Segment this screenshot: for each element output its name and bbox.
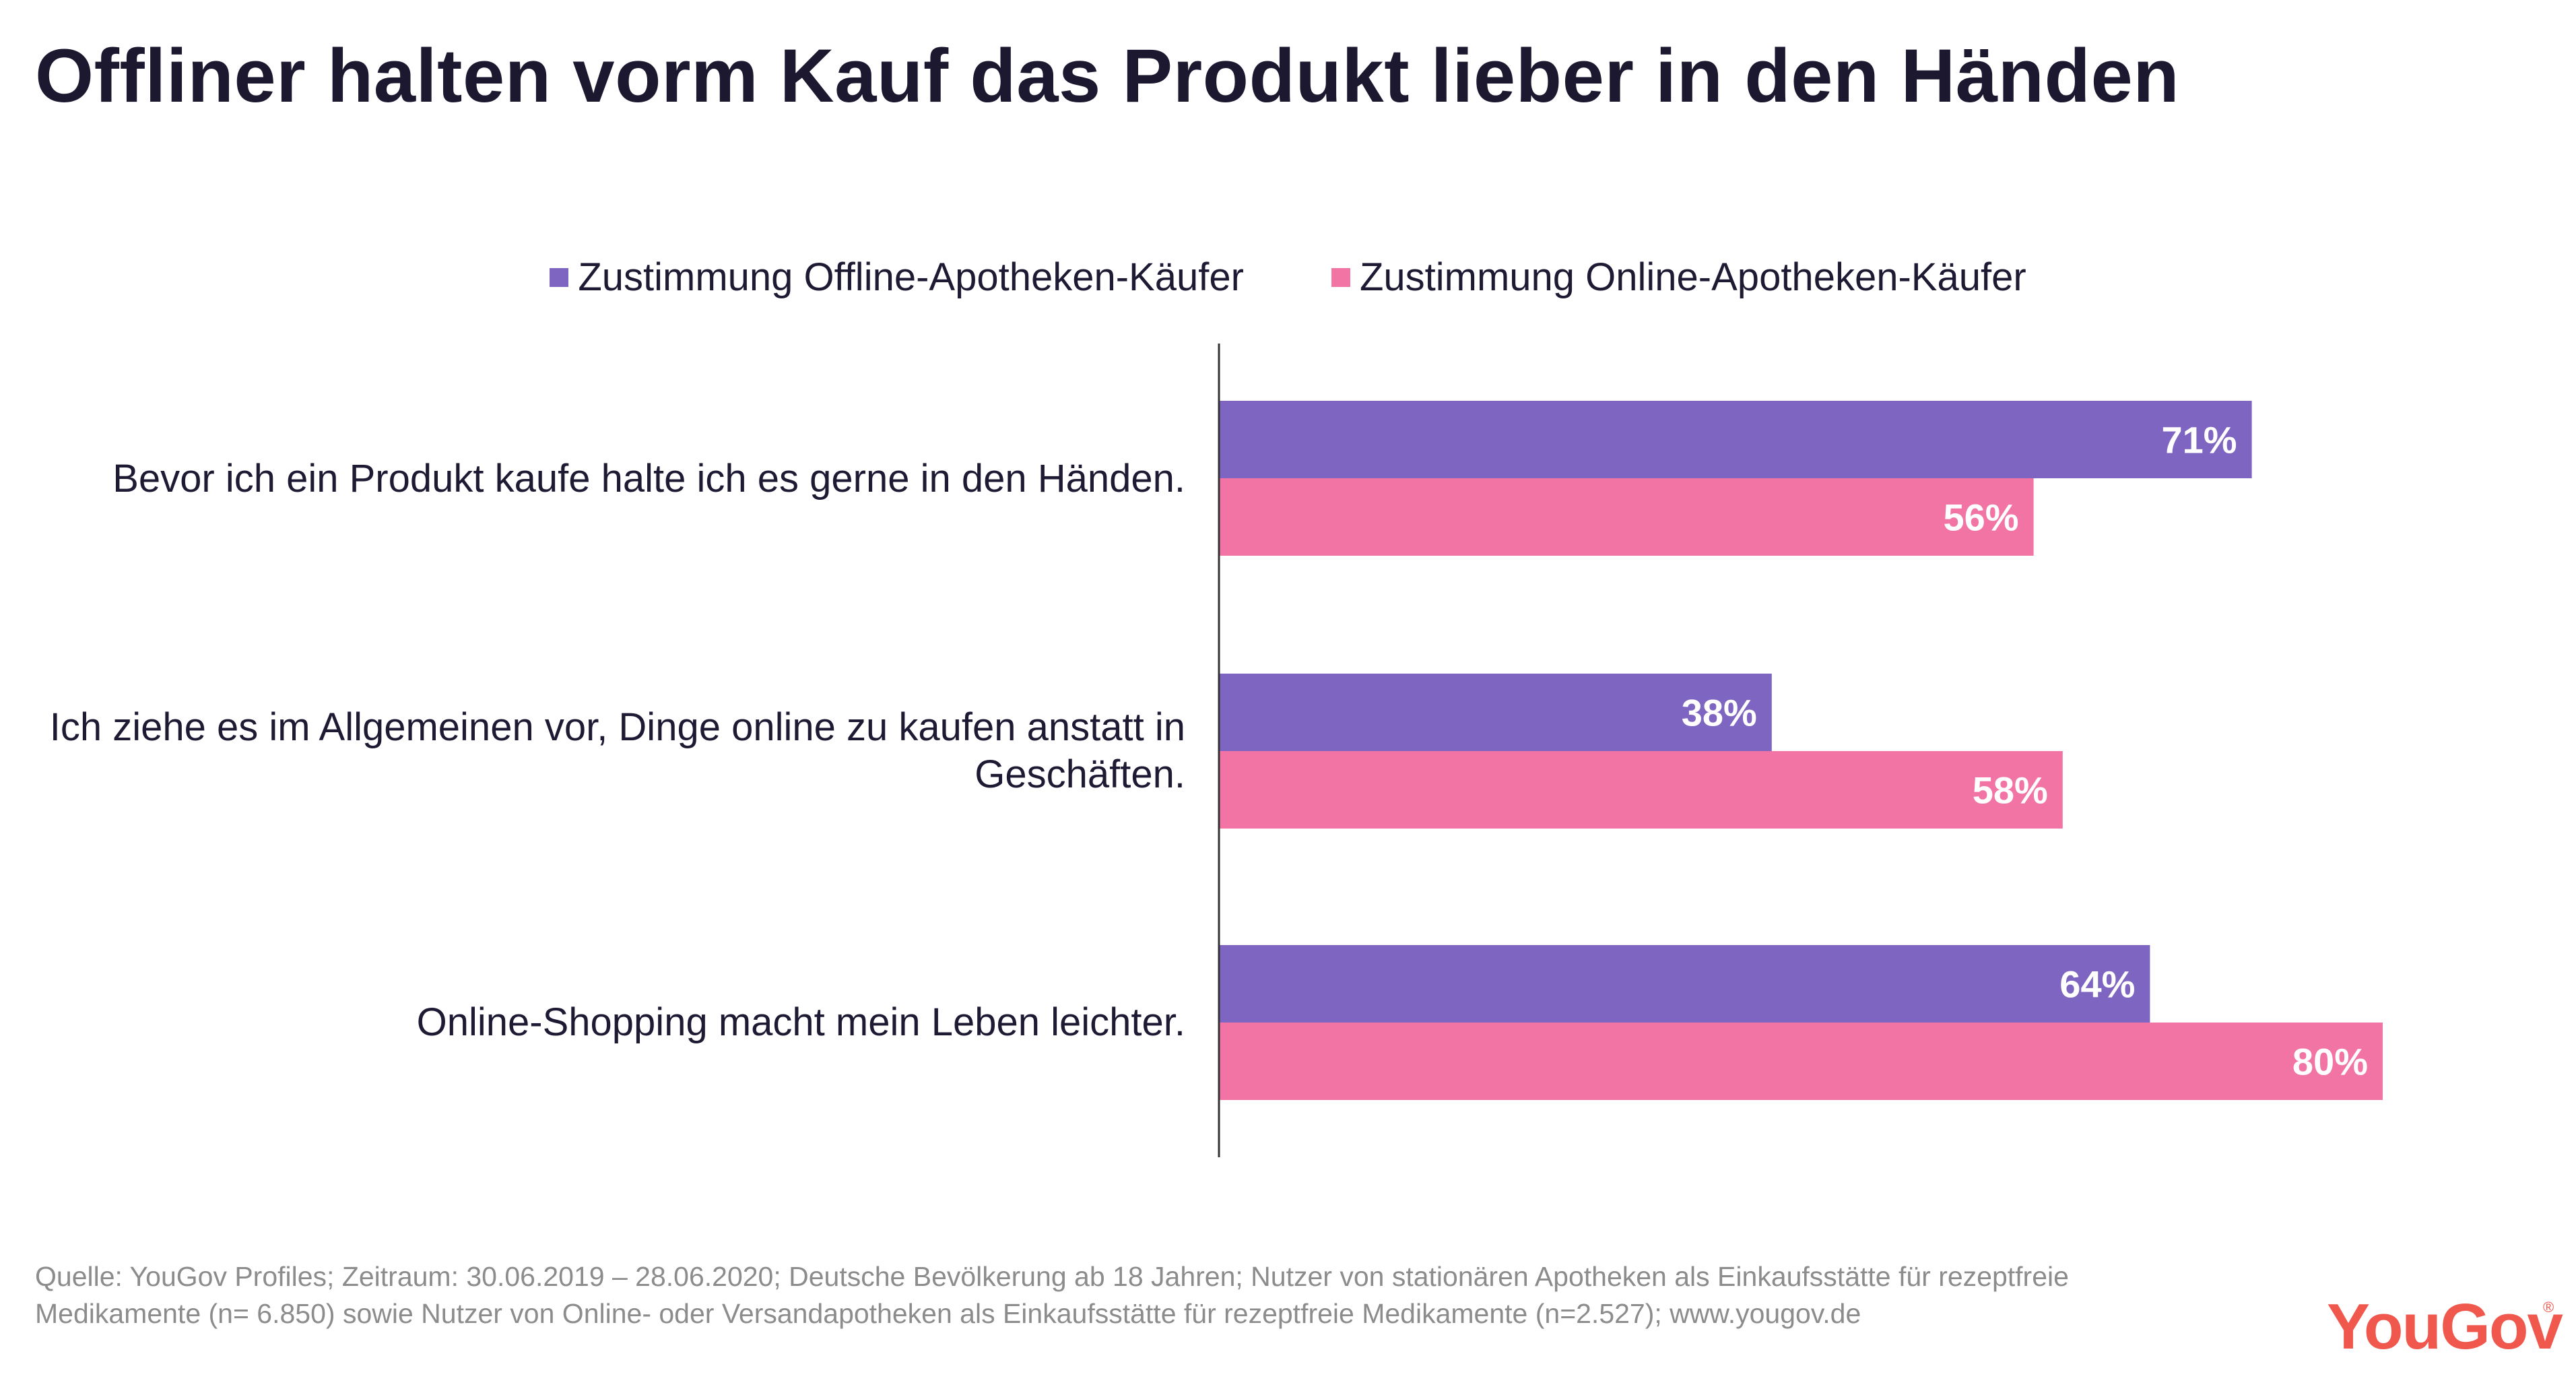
data-label-offline-3: 64% (2059, 963, 2135, 1006)
bar-offline-2 (1219, 674, 1772, 751)
legend-swatch-offline (550, 267, 569, 287)
legend-item-offline: Zustimmung Offline-Apotheken-Käufer (550, 255, 1244, 300)
registered-mark: ® (2543, 1299, 2554, 1316)
bars-group: 71% 38% 64% 56% 58% 80% (1219, 401, 2383, 1100)
data-label-online-1: 56% (1944, 496, 2019, 539)
source-note: Quelle: YouGov Profiles; Zeitraum: 30.06… (35, 1261, 2069, 1329)
data-label-online-3: 80% (2292, 1041, 2368, 1083)
category-label-3: Online-Shopping macht mein Leben leichte… (416, 1000, 1185, 1044)
bar-online-1 (1219, 478, 2034, 556)
bar-online-3 (1219, 1023, 2383, 1100)
legend: Zustimmung Offline-Apotheken-Käufer Zust… (0, 255, 2576, 300)
bar-offline-3 (1219, 945, 2150, 1023)
legend-label-offline: Zustimmung Offline-Apotheken-Käufer (578, 255, 1244, 299)
chart-title: Offliner halten vorm Kauf das Produkt li… (35, 34, 2180, 118)
legend-item-online: Zustimmung Online-Apotheken-Käufer (1331, 255, 2026, 300)
data-label-offline-1: 71% (2162, 419, 2237, 461)
yougov-logo: YouGov (2327, 1291, 2563, 1363)
category-label-1: Bevor ich ein Produkt kaufe halte ich es… (112, 457, 1185, 500)
legend-label-online: Zustimmung Online-Apotheken-Käufer (1359, 255, 2026, 299)
bar-online-2 (1219, 751, 2063, 829)
bar-offline-1 (1219, 401, 2252, 478)
category-label-2: Ich ziehe es im Allgemeinen vor, Dinge o… (49, 705, 1185, 796)
data-label-offline-2: 38% (1682, 692, 1757, 734)
data-label-online-2: 58% (1973, 769, 2048, 812)
legend-swatch-online (1331, 267, 1350, 287)
